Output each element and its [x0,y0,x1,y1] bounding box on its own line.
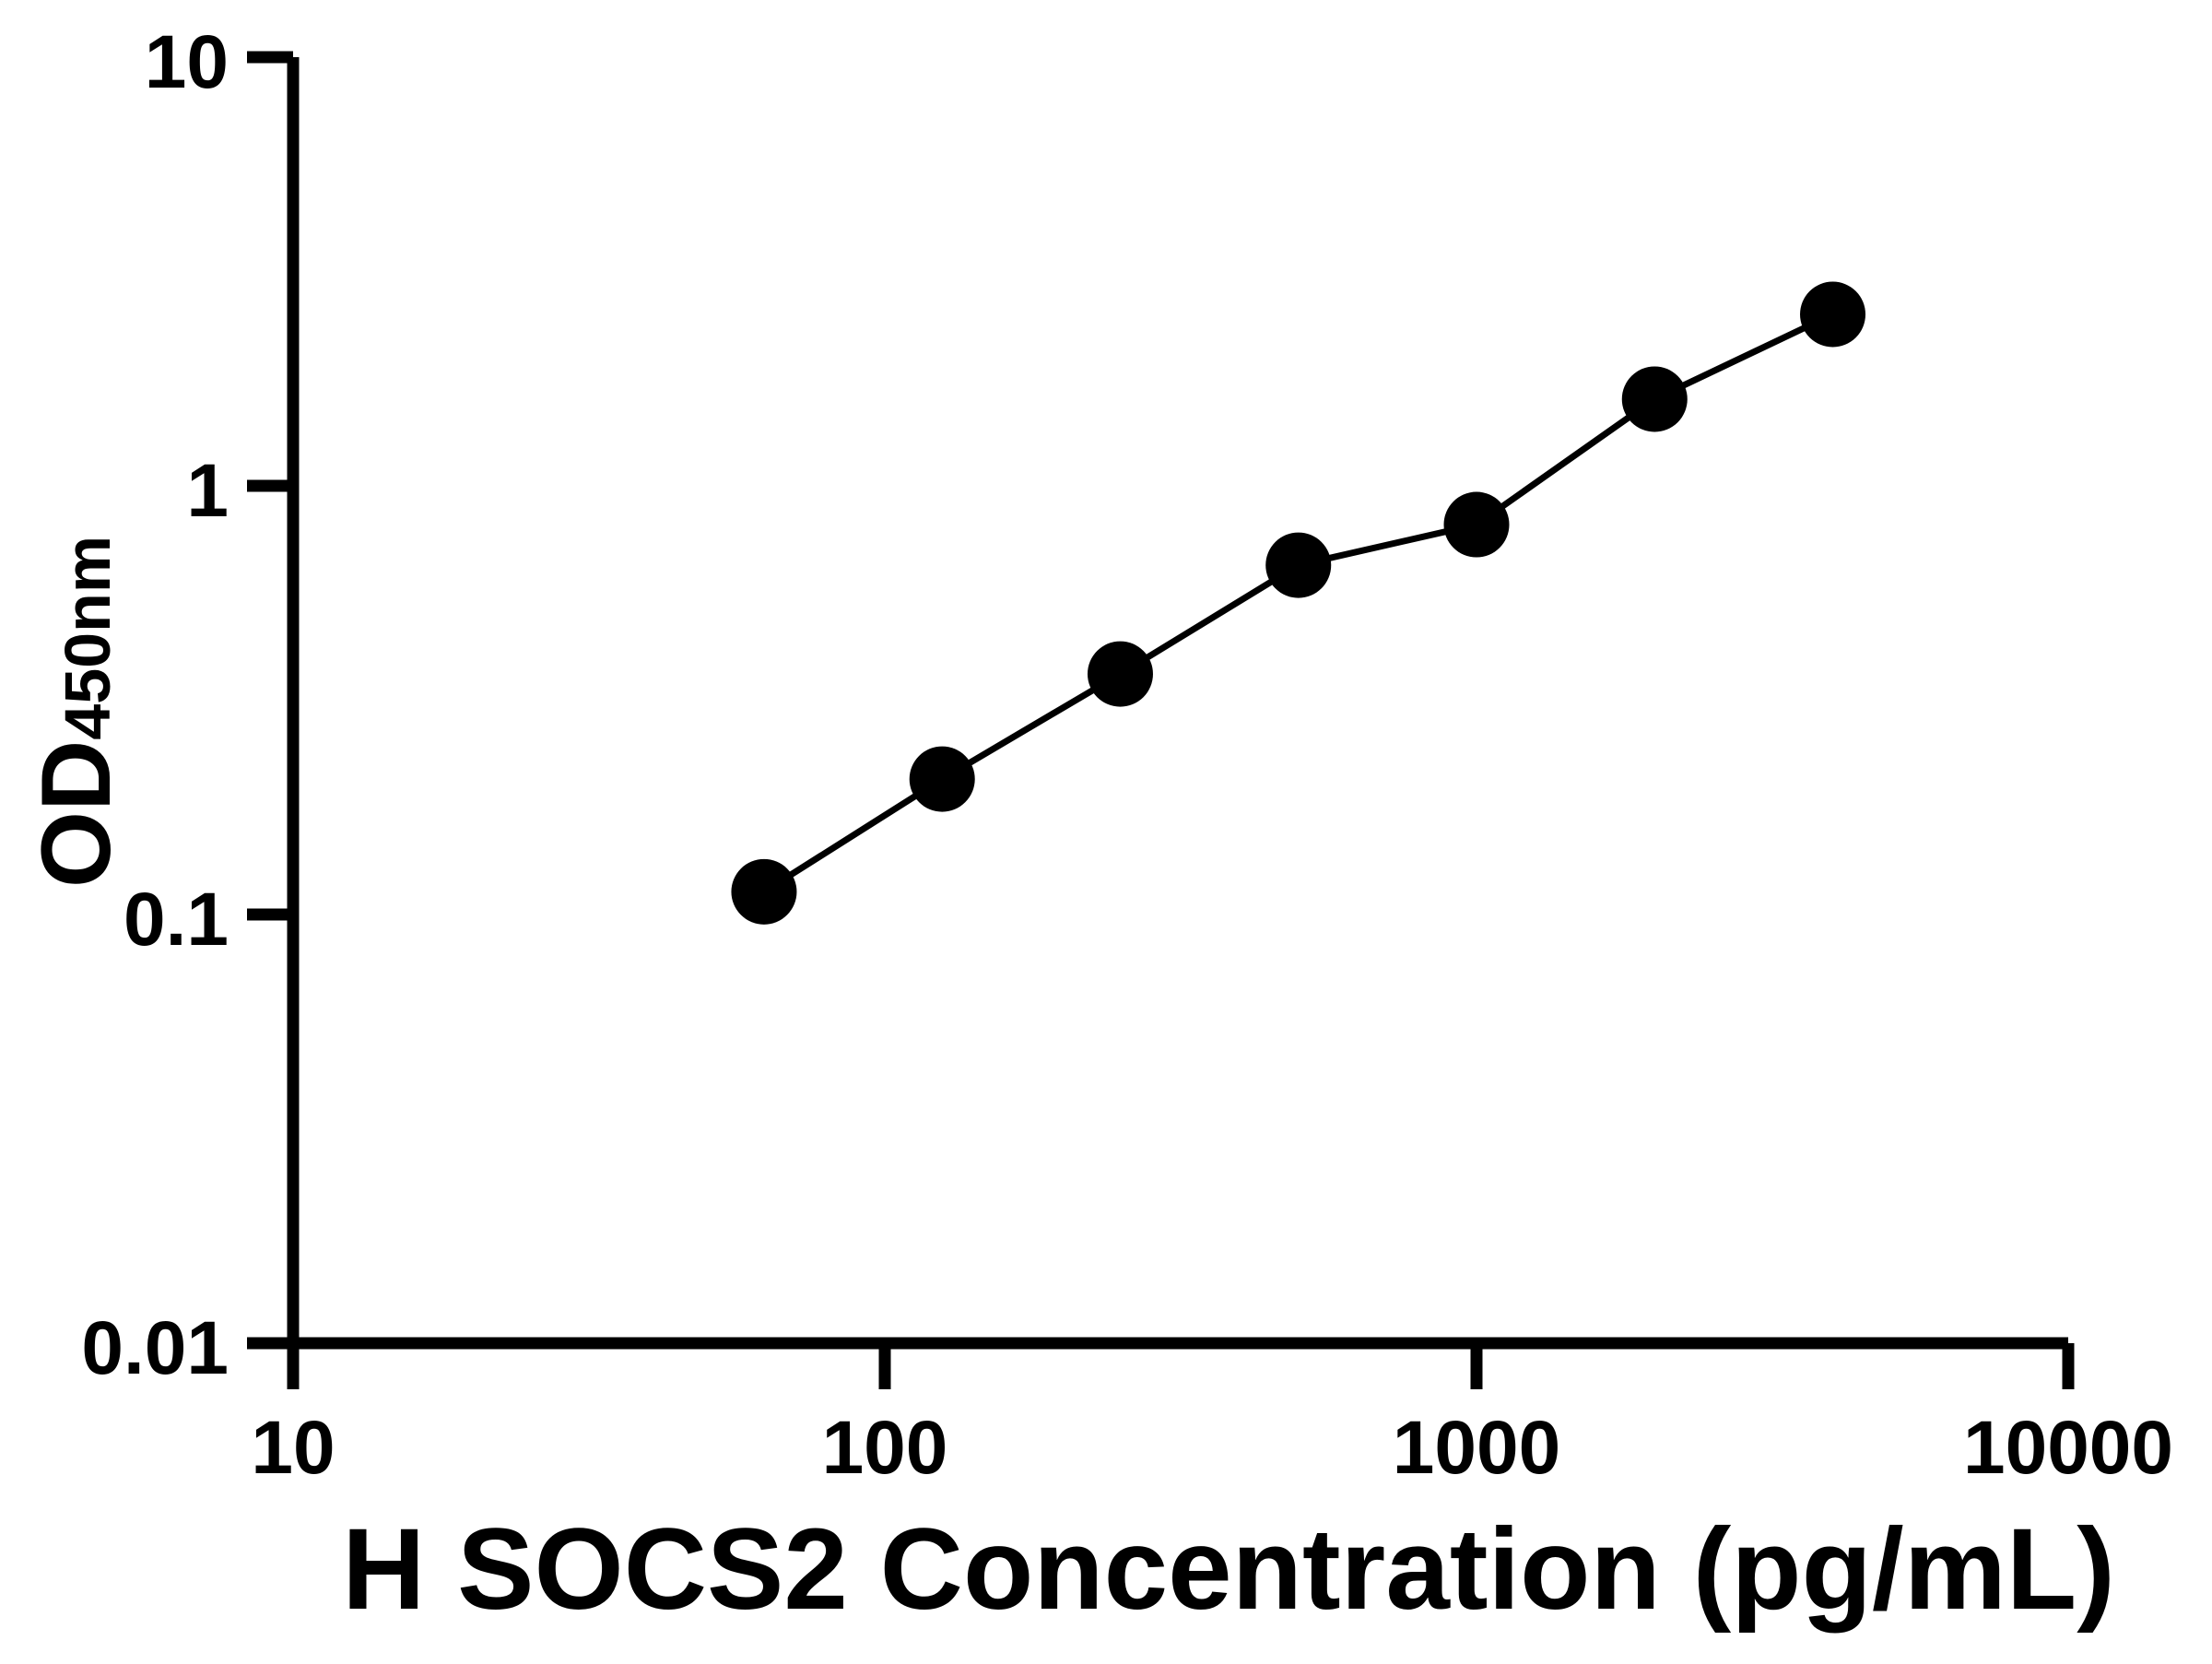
svg-text:10: 10 [145,20,229,104]
svg-text:1: 1 [186,449,229,533]
svg-text:100: 100 [822,1406,948,1490]
svg-text:10: 10 [251,1406,335,1490]
svg-text:OD450nm: OD450nm [20,536,131,888]
svg-text:0.01: 0.01 [81,1306,229,1390]
svg-text:0.1: 0.1 [124,878,229,962]
svg-text:H SOCS2 Concentration (pg/mL): H SOCS2 Concentration (pg/mL) [342,1505,2115,1634]
svg-text:1000: 1000 [1393,1406,1560,1490]
svg-text:10000: 10000 [1963,1406,2173,1490]
